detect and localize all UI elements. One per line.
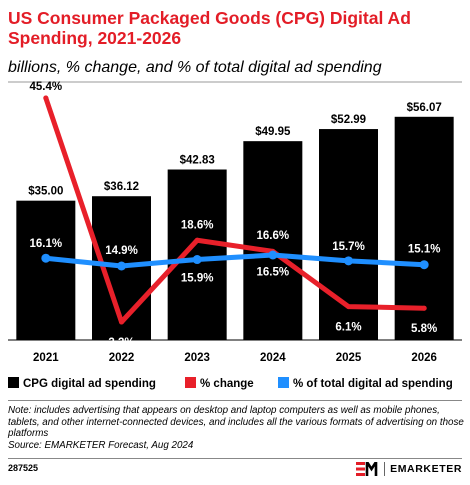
- brand-logo: EMARKETER: [356, 460, 462, 478]
- legend-label-bars: CPG digital ad spending: [23, 378, 156, 390]
- footer-divider: [8, 458, 462, 459]
- change-point-2022: [119, 319, 124, 325]
- share-line: [43, 252, 427, 269]
- x-tick-2025: 2025: [336, 352, 362, 364]
- legend-item-share: % of total digital ad spending: [278, 376, 453, 392]
- legend-item-bars: CPG digital ad spending: [8, 376, 156, 392]
- source-text: Source: EMARKETER Forecast, Aug 2024: [8, 439, 194, 451]
- bar-labels-layer: $35.00 $36.12 $42.83 $49.95 $52.99 $56.07: [28, 102, 442, 198]
- share-point-2026: [419, 260, 429, 270]
- bar-label-2026: $56.07: [407, 102, 442, 114]
- x-tick-2021: 2021: [33, 352, 59, 364]
- brand-name: EMARKETER: [390, 463, 462, 476]
- share-label-2024: 16.6%: [257, 230, 290, 242]
- chart-note: Note: includes advertising that appears …: [8, 405, 466, 451]
- bar-2023: [167, 169, 227, 340]
- share-point-2021: [41, 253, 51, 263]
- share-label-2023: 15.9%: [181, 273, 214, 285]
- x-tick-2023: 2023: [184, 352, 210, 364]
- change-line: [43, 95, 427, 325]
- share-point-2022: [117, 261, 126, 271]
- note-text: Note: includes advertising that appears …: [8, 405, 464, 439]
- em-logo-icon: [356, 462, 378, 477]
- share-label-2025: 15.7%: [332, 241, 365, 253]
- bar-label-2025: $52.99: [331, 114, 366, 126]
- change-point-2025: [346, 304, 351, 310]
- share-label-2026: 15.1%: [408, 244, 441, 256]
- brand-divider: [384, 462, 386, 477]
- bar-2021: [16, 200, 76, 340]
- change-point-2026: [421, 305, 427, 311]
- bar-label-2022: $36.12: [104, 181, 139, 193]
- bar-label-2023: $42.83: [180, 155, 215, 167]
- change-point-2021: [43, 95, 49, 101]
- legend-swatch-change: [185, 377, 196, 388]
- x-tick-2024: 2024: [260, 352, 286, 364]
- share-label-2022: 14.9%: [105, 245, 138, 257]
- x-tick-labels: 2021 2022 2023 2024 2025 2026: [33, 352, 437, 364]
- chart-subtitle: billions, % change, and % of total digit…: [8, 59, 382, 76]
- bars-layer: [16, 116, 454, 340]
- legend-item-change: % change: [185, 376, 254, 392]
- note-divider: [8, 400, 462, 401]
- change-label-2024: 16.5%: [257, 266, 290, 278]
- legend-label-share: % of total digital ad spending: [293, 378, 453, 390]
- change-line-layer: [43, 95, 427, 325]
- change-point-2023: [194, 237, 200, 243]
- point-labels-layer: 45.4% 3.2% 18.6% 16.5% 6.1% 5.8% 16.1% 14.9% 15.…: [30, 81, 441, 349]
- bar-label-2021: $35.00: [28, 186, 63, 198]
- chart-title: US Consumer Packaged Goods (CPG) Digital…: [8, 8, 411, 48]
- share-point-2025: [344, 256, 353, 266]
- change-label-2023: 18.6%: [181, 219, 214, 231]
- legend-swatch-share: [278, 377, 289, 388]
- x-tick-2026: 2026: [411, 352, 437, 364]
- bar-2026: [394, 116, 454, 340]
- x-tick-2022: 2022: [109, 352, 135, 364]
- share-point-2024: [268, 250, 278, 260]
- chart-plot: $35.00 $36.12 $42.83 $49.95 $52.99 $56.07 202…: [8, 81, 462, 364]
- legend-swatch-bars: [8, 377, 19, 388]
- share-point-2023: [192, 255, 202, 265]
- change-label-2026: 5.8%: [411, 323, 437, 335]
- chart-id: 287525: [8, 463, 39, 473]
- bar-2024: [243, 141, 303, 340]
- change-label-2022: 3.2%: [108, 337, 134, 349]
- share-line-layer: [41, 250, 429, 271]
- legend-label-change: % change: [200, 378, 254, 390]
- bar-label-2024: $49.95: [255, 126, 291, 138]
- change-label-2025: 6.1%: [335, 322, 361, 334]
- chart-legend: CPG digital ad spending % change % of to…: [8, 376, 466, 392]
- change-label-2021: 45.4%: [30, 81, 63, 93]
- share-label-2021: 16.1%: [30, 238, 63, 250]
